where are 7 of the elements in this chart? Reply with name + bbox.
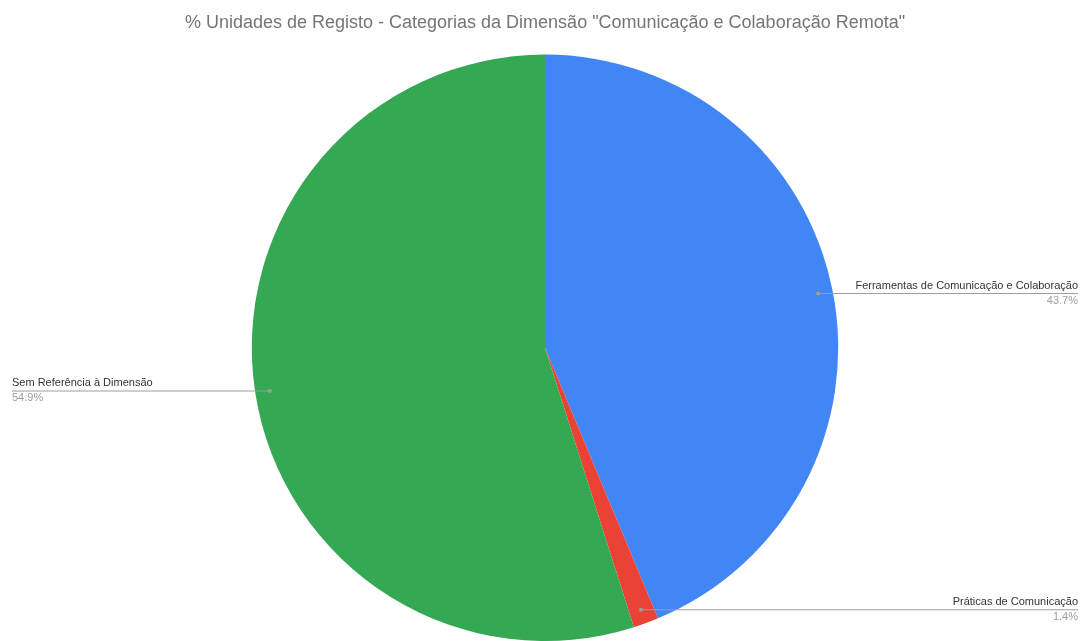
slice-label: Práticas de Comunicação bbox=[952, 594, 1078, 607]
chart-title: % Unidades de Registo - Categorias da Dimensão "Comunicação e Colaboração Remota" bbox=[184, 11, 906, 32]
slice-label: Ferramentas de Comunicação e Colaboração bbox=[855, 278, 1078, 291]
data-label: 54.9% bbox=[12, 391, 44, 404]
data-label: 1.4% bbox=[1052, 609, 1079, 622]
slice-label: Sem Referência à Dimensão bbox=[12, 376, 153, 389]
data-label: 43.7% bbox=[1046, 293, 1079, 306]
